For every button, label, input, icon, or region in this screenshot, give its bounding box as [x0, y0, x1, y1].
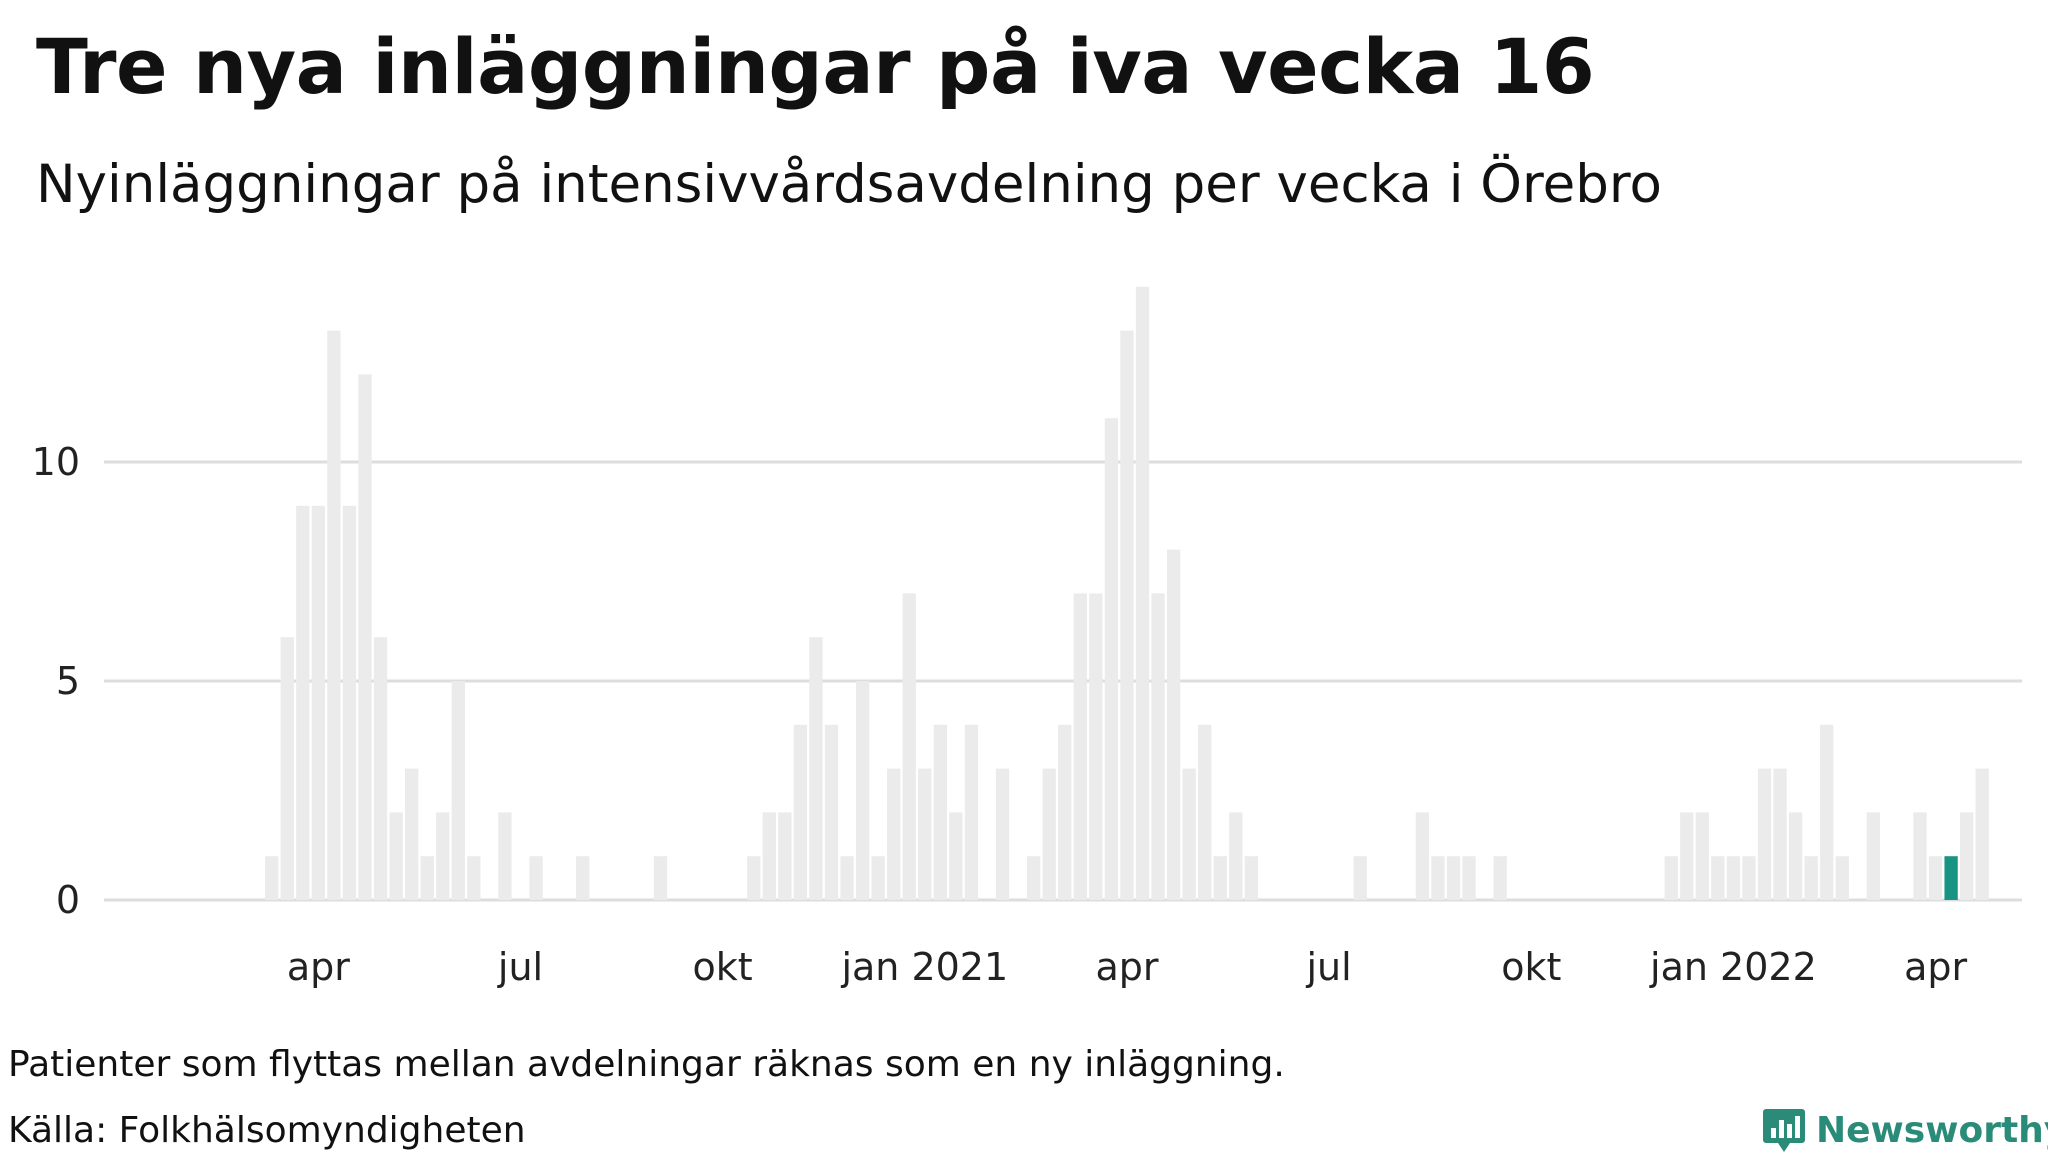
newsworthy-logo-icon [1763, 1109, 1805, 1152]
bar [809, 637, 823, 900]
x-tick-label: apr [1095, 945, 1158, 989]
bar [280, 637, 294, 900]
bar [342, 505, 357, 900]
x-tick-label: okt [1501, 945, 1561, 989]
bar [1493, 856, 1507, 900]
bar [1244, 856, 1258, 900]
y-tick-label: 0 [56, 878, 80, 922]
bar [1913, 812, 1927, 900]
y-tick-label: 10 [32, 440, 80, 484]
bar [1866, 812, 1880, 900]
bar [389, 812, 403, 900]
bar [793, 724, 808, 900]
x-tick-label: jan 2021 [840, 945, 1008, 989]
bar [1229, 812, 1243, 900]
bar [871, 856, 885, 900]
bar [1058, 724, 1072, 900]
bar [327, 330, 341, 901]
bar [1198, 724, 1212, 900]
footnote: Patienter som flyttas mellan avdelningar… [8, 1044, 1285, 1085]
bar [451, 681, 465, 900]
bar [1089, 593, 1103, 900]
bar [1835, 856, 1849, 900]
bar [420, 856, 434, 900]
x-axis-ticks: apr jul okt jan 2021 apr jul okt jan 2022 apr [287, 945, 1968, 989]
bar [296, 505, 310, 900]
bar [1695, 812, 1709, 900]
bar [358, 374, 372, 900]
bar [902, 593, 916, 900]
bar [778, 812, 792, 900]
bar [467, 856, 481, 900]
bar [1664, 856, 1678, 900]
bar [1415, 812, 1430, 900]
x-tick-label: apr [1904, 945, 1967, 989]
bar [918, 768, 932, 900]
bar [1027, 856, 1041, 900]
bar [1960, 812, 1974, 900]
bar [840, 856, 854, 900]
source-credit: Källa: Folkhälsomyndigheten [8, 1110, 526, 1151]
bar [1757, 768, 1772, 900]
bar [1182, 768, 1196, 900]
bar [933, 724, 947, 900]
bar [762, 812, 776, 900]
bar [1446, 856, 1461, 900]
bar [1820, 724, 1834, 900]
bar [1166, 549, 1181, 900]
x-tick-label: okt [693, 945, 753, 989]
y-tick-label: 5 [56, 659, 80, 703]
bar [1073, 593, 1087, 900]
bar [1742, 856, 1756, 900]
bar [1431, 856, 1445, 900]
bar [1042, 768, 1056, 900]
chart-title: Tre nya inläggningar på iva vecka 16 [36, 22, 1595, 111]
bar [1213, 856, 1227, 900]
bar [964, 724, 979, 900]
brand-name: Newsworthy [1816, 1109, 2048, 1151]
x-tick-label: jan 2022 [1649, 945, 1817, 989]
bar [405, 768, 419, 900]
bar [949, 812, 963, 900]
bar [1726, 856, 1741, 900]
bar [1462, 856, 1476, 900]
bar [1711, 856, 1725, 900]
y-axis-ticks: 0 5 10 [32, 440, 80, 922]
x-tick-label: jul [1305, 945, 1351, 989]
bar [887, 768, 901, 900]
bar [1680, 812, 1694, 900]
bar [995, 768, 1010, 900]
bar [498, 812, 512, 900]
bar [1104, 418, 1119, 900]
chart-subtitle: Nyinläggningar på intensivvårdsavdelning… [36, 154, 1662, 215]
bar-highlight [1944, 856, 1958, 900]
bar [855, 681, 870, 900]
bar [529, 856, 543, 900]
bar [265, 856, 279, 900]
bars [265, 286, 1989, 901]
bar [1928, 856, 1943, 900]
bar [373, 637, 388, 900]
bar [824, 724, 839, 900]
bar [1353, 856, 1367, 900]
bar [1135, 286, 1150, 900]
bar [653, 856, 668, 900]
bar [1804, 856, 1818, 900]
bar [1151, 593, 1165, 900]
bar [436, 812, 450, 900]
x-tick-label: apr [287, 945, 350, 989]
bar [1975, 768, 1989, 900]
bar [311, 505, 325, 900]
bar [576, 856, 590, 900]
bar [1120, 330, 1134, 901]
bar [747, 856, 761, 900]
brand-logo: Newsworthy [1762, 1104, 2048, 1156]
bar [1788, 812, 1803, 900]
x-tick-label: jul [497, 945, 543, 989]
bar [1773, 768, 1787, 900]
